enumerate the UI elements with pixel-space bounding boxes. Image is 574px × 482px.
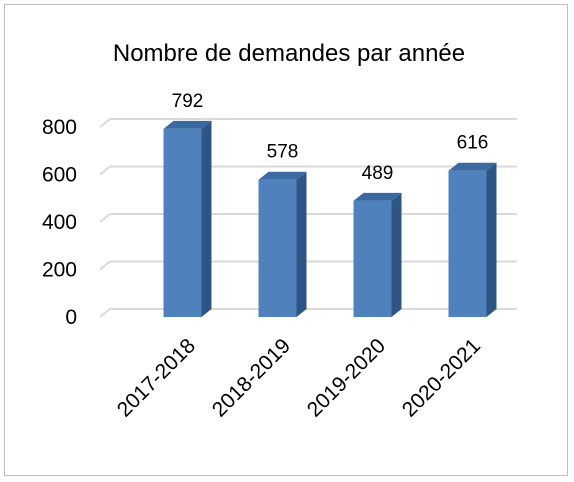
data-label: 578 bbox=[267, 142, 299, 163]
bar-top bbox=[353, 192, 402, 201]
bar bbox=[163, 120, 212, 318]
bar-side bbox=[296, 171, 307, 317]
y-tick-label: 600 bbox=[42, 164, 77, 187]
x-tick-label: 2020-2021 bbox=[398, 334, 485, 421]
x-tick-label: 2018-2019 bbox=[208, 334, 295, 421]
bar-side bbox=[391, 192, 402, 317]
x-axis: 2017-2018 2018-2019 2019-2020 2020-2021 bbox=[113, 334, 485, 421]
bar-front bbox=[353, 200, 392, 317]
chart-title: Nombre de demandes par année bbox=[113, 40, 465, 67]
y-tick-label: 800 bbox=[42, 116, 77, 139]
bar bbox=[448, 162, 497, 317]
bar-side bbox=[201, 120, 212, 318]
bar-front bbox=[448, 170, 487, 317]
bar bbox=[353, 192, 402, 317]
bars bbox=[163, 120, 497, 318]
chart-area: Nombre de demandes par année 0 200 400 600 8… bbox=[42, 40, 517, 422]
x-tick-label: 2019-2020 bbox=[303, 334, 390, 421]
data-label: 616 bbox=[457, 133, 489, 154]
y-tick-label: 200 bbox=[42, 259, 77, 282]
bar-top bbox=[448, 162, 497, 171]
gridline-depth bbox=[99, 260, 111, 271]
data-labels: 792 578 489 616 bbox=[172, 91, 489, 184]
gridline-depth bbox=[99, 165, 111, 176]
y-axis: 0 200 400 600 800 bbox=[42, 116, 77, 329]
bar-top bbox=[258, 171, 307, 180]
gridline-depth bbox=[99, 213, 111, 223]
bar-side bbox=[486, 162, 497, 317]
bar-front bbox=[163, 128, 202, 317]
bar-front bbox=[258, 179, 297, 317]
gridline-depth bbox=[99, 308, 111, 318]
bar-top bbox=[163, 120, 212, 129]
data-label: 489 bbox=[362, 163, 394, 184]
bar bbox=[258, 171, 307, 317]
chart-frame: Nombre de demandes par année 0 200 400 600 8… bbox=[4, 4, 568, 476]
x-tick-label: 2017-2018 bbox=[113, 334, 200, 421]
gridline-depth bbox=[99, 118, 111, 128]
y-tick-label: 400 bbox=[42, 211, 77, 234]
y-tick-label: 0 bbox=[65, 306, 77, 329]
data-label: 792 bbox=[172, 91, 204, 112]
